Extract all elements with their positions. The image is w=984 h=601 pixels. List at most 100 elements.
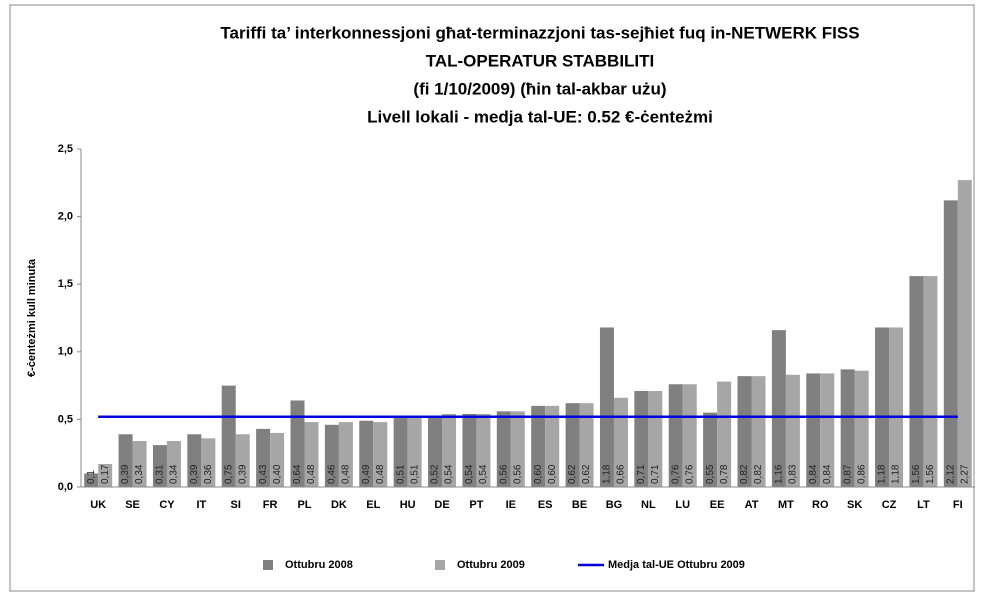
x-tick-label: SK (847, 499, 862, 511)
x-tick-label: NL (641, 499, 656, 511)
bar (737, 376, 752, 487)
x-tick-label: SE (125, 499, 140, 511)
bar (785, 374, 800, 487)
value-label: 0,66 (616, 464, 627, 484)
bar (579, 403, 594, 487)
bar (393, 418, 408, 487)
bar (187, 434, 202, 487)
value-label: 0,34 (134, 464, 145, 484)
chart-title: Tariffi ta’ interkonnessjoni għat-termin… (220, 23, 859, 42)
value-label: 0,64 (292, 464, 303, 484)
value-label: 0,39 (189, 464, 200, 484)
value-label: 0,39 (120, 464, 131, 484)
bar (221, 385, 236, 487)
bar (923, 276, 938, 487)
value-label: 0,60 (547, 464, 558, 484)
value-label: 0,83 (788, 464, 799, 484)
y-tick-label: 1,0 (58, 346, 73, 358)
y-tick-label: 0,5 (58, 413, 73, 425)
y-tick-label: 1,5 (58, 278, 73, 290)
x-tick-label: FR (263, 499, 278, 511)
value-label: 0,48 (341, 464, 352, 484)
value-label: 2,27 (959, 464, 970, 484)
bar (531, 405, 546, 487)
value-label: 0,39 (237, 464, 248, 484)
bar (599, 327, 614, 487)
bar (118, 434, 133, 487)
value-label: 1,16 (774, 464, 785, 484)
value-label: 0,52 (430, 464, 441, 484)
chart-frame (9, 4, 975, 592)
chart-title: Livell lokali - medja tal-UE: 0.52 €-ċen… (367, 107, 713, 126)
bar (668, 384, 683, 487)
bar (717, 381, 732, 487)
x-tick-label: LU (675, 499, 690, 511)
bar (613, 397, 628, 487)
bar (201, 438, 216, 487)
value-label: 0,82 (739, 464, 750, 484)
value-label: 0,60 (533, 464, 544, 484)
chart-title: (fi 1/10/2009) (ħin tal-akbar użu) (413, 79, 666, 98)
x-tick-label: CY (159, 499, 175, 511)
x-tick-label: BG (606, 499, 623, 511)
bar (235, 434, 250, 487)
value-label: 0,48 (306, 464, 317, 484)
value-label: 1,18 (602, 464, 613, 484)
value-label: 0,54 (478, 464, 489, 484)
bar (132, 441, 147, 487)
value-label: 0,54 (464, 464, 475, 484)
x-tick-label: UK (90, 499, 106, 511)
value-label: 0,62 (581, 464, 592, 484)
bar (166, 441, 181, 487)
value-label: 0,51 (395, 464, 406, 484)
value-label: 0,82 (753, 464, 764, 484)
value-label: 0,78 (719, 464, 730, 484)
x-tick-label: AT (745, 499, 759, 511)
value-label: 0,1 (86, 470, 97, 484)
x-tick-label: LT (917, 499, 930, 511)
value-label: 0,87 (842, 464, 853, 484)
bar (84, 473, 99, 487)
bar (854, 370, 869, 487)
x-tick-label: EE (710, 499, 725, 511)
bar (771, 330, 786, 487)
legend-swatch (435, 560, 445, 570)
value-label: 0,62 (567, 464, 578, 484)
value-label: 1,56 (911, 464, 922, 484)
bar (256, 428, 271, 487)
bar (428, 416, 443, 487)
bar (840, 369, 855, 487)
bar (359, 420, 374, 487)
bar (304, 422, 319, 487)
bar (648, 391, 663, 487)
bar (875, 327, 890, 487)
y-tick-label: 2,0 (58, 211, 73, 223)
bar (442, 413, 457, 487)
bar (957, 180, 972, 487)
value-label: 0,51 (409, 464, 420, 484)
x-tick-label: DK (331, 499, 347, 511)
x-tick-label: ES (538, 499, 553, 511)
bar (820, 373, 835, 487)
bar (751, 376, 766, 487)
value-label: 0,76 (670, 464, 681, 484)
bar (806, 373, 821, 487)
value-label: 0,86 (856, 464, 867, 484)
bar (152, 445, 167, 487)
bar (545, 405, 560, 487)
bar (338, 422, 353, 487)
bar (496, 411, 511, 487)
bar (565, 403, 580, 487)
x-tick-label: EL (366, 499, 380, 511)
x-tick-label: HU (400, 499, 416, 511)
value-label: 0,56 (498, 464, 509, 484)
x-tick-label: PT (469, 499, 483, 511)
x-tick-label: BE (572, 499, 587, 511)
bar (324, 424, 339, 487)
bar (98, 464, 113, 487)
value-label: 1,56 (925, 464, 936, 484)
value-label: 0,71 (636, 464, 647, 484)
bar (682, 384, 697, 487)
legend-label: Medja tal-UE Ottubru 2009 (608, 559, 745, 571)
